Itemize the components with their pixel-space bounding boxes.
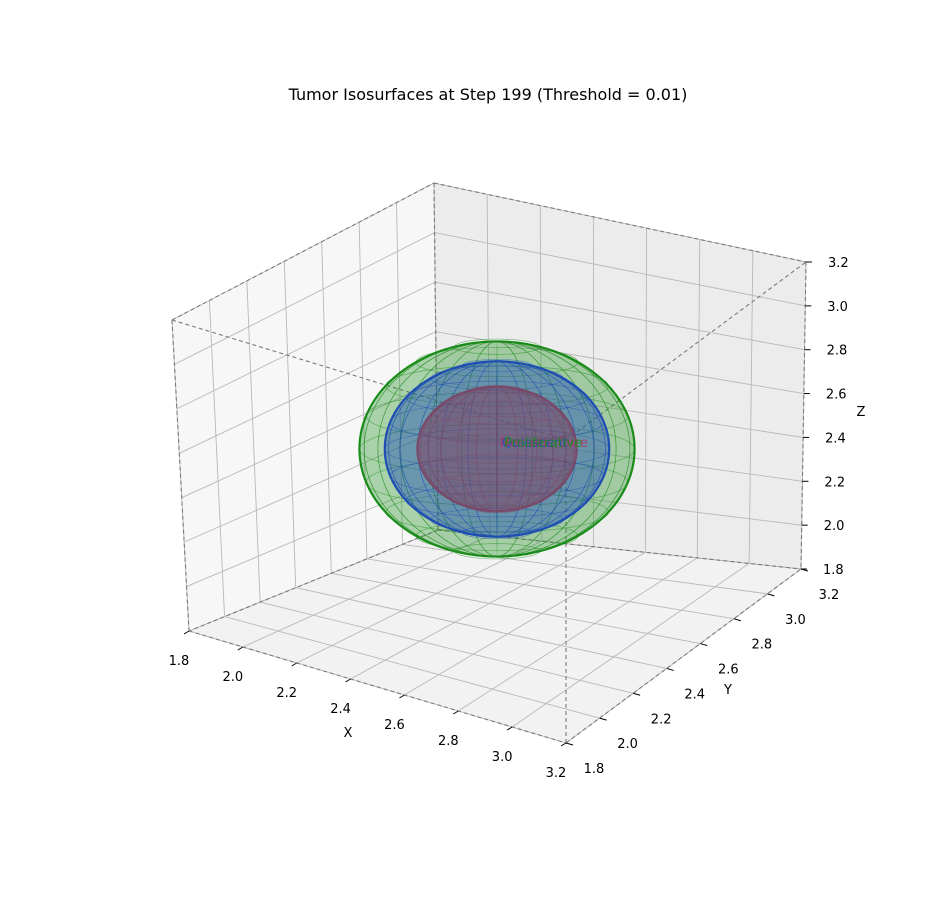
pane-edge bbox=[437, 529, 802, 570]
y-grid-line bbox=[295, 587, 667, 669]
y-tick-mark bbox=[767, 593, 775, 597]
y-grid-line-left bbox=[358, 222, 368, 559]
x-tick-label: 1.8 bbox=[169, 654, 190, 669]
x-tick-mark bbox=[399, 694, 405, 699]
y-tick-label: 3.0 bbox=[785, 613, 806, 628]
y-tick-label: 2.4 bbox=[684, 687, 705, 702]
y-grid-line-left bbox=[246, 280, 261, 603]
z-tick-label: 2.8 bbox=[827, 344, 848, 359]
z-tick-label: 2.2 bbox=[824, 475, 845, 490]
y-grid-line-left bbox=[208, 300, 226, 617]
x-grid-line-back bbox=[696, 239, 701, 558]
x-grid-line-back bbox=[644, 228, 648, 553]
x-grid-line bbox=[242, 535, 491, 648]
pane-edge bbox=[433, 182, 807, 263]
tick-labels: 1.8 2.0 2.2 2.4 2.6 2.8 3.0 3.2 1.8 2.0 2.2 2.4 2.6 2… bbox=[169, 256, 849, 781]
y-tick-label: 2.8 bbox=[752, 638, 773, 653]
x-grid-line bbox=[296, 540, 542, 664]
y-tick-mark bbox=[700, 643, 708, 647]
pane-edges bbox=[171, 182, 807, 744]
z-tick-label: 2.4 bbox=[825, 431, 846, 446]
z-tick-label: 2.6 bbox=[826, 388, 847, 403]
y-grid-line-left bbox=[321, 241, 332, 574]
x-tick-label: 2.0 bbox=[223, 670, 244, 685]
x-tick-mark bbox=[345, 678, 351, 683]
x-tick-label: 2.8 bbox=[438, 734, 459, 749]
annotation-label: Necrotic Core bbox=[500, 436, 588, 451]
pane-edge bbox=[188, 630, 567, 744]
x-tick-label: 3.0 bbox=[492, 750, 513, 765]
y-tick-mark bbox=[733, 618, 741, 622]
z-tick-label: 3.2 bbox=[828, 256, 849, 271]
chart-title: Tumor Isosurfaces at Step 199 (Threshold… bbox=[288, 85, 688, 104]
isosurface-group bbox=[358, 338, 636, 560]
pane-edge bbox=[171, 182, 435, 321]
x-tick-label: 2.4 bbox=[330, 702, 351, 717]
x-grid-line bbox=[511, 563, 750, 728]
z-tick-label: 1.8 bbox=[823, 563, 844, 578]
annotation-label: Quiescent bbox=[502, 436, 567, 451]
x-axis-label: X bbox=[344, 726, 353, 741]
pane-edge bbox=[800, 261, 807, 570]
y-tick-label: 1.8 bbox=[584, 762, 605, 777]
y-grid-line bbox=[224, 616, 600, 719]
y-grid-line bbox=[260, 601, 634, 694]
left-pane bbox=[172, 183, 438, 631]
y-tick-mark bbox=[565, 742, 574, 746]
y-tick-label: 2.0 bbox=[617, 737, 638, 752]
y-tick-mark bbox=[599, 717, 607, 721]
y-tick-label: 2.6 bbox=[718, 663, 739, 678]
y-grid-line bbox=[331, 572, 701, 645]
z-tick-label: 3.0 bbox=[827, 300, 848, 315]
x-grid-line-back bbox=[748, 250, 754, 564]
x-tick-mark bbox=[291, 662, 297, 667]
y-axis-label: Y bbox=[723, 683, 732, 698]
y-tick-mark bbox=[633, 692, 641, 696]
z-axis-label: Z bbox=[857, 405, 866, 420]
mesh-longitude bbox=[419, 386, 575, 512]
mesh-longitude bbox=[363, 341, 631, 557]
y-grid-line bbox=[366, 558, 734, 620]
x-tick-label: 2.6 bbox=[384, 718, 405, 733]
y-grid-line-left bbox=[283, 261, 297, 588]
x-grid-line bbox=[404, 551, 646, 696]
floor-pane bbox=[189, 530, 801, 743]
x-tick-mark bbox=[560, 742, 567, 747]
isosurface-3 bbox=[416, 385, 578, 513]
x-tick-mark bbox=[237, 646, 244, 651]
y-tick-label: 2.2 bbox=[651, 712, 672, 727]
pane-edge bbox=[565, 261, 807, 441]
x-tick-mark bbox=[453, 710, 459, 715]
y-tick-label: 3.2 bbox=[819, 588, 840, 603]
annotation-label: Proliferative bbox=[504, 436, 582, 451]
x-tick-mark bbox=[506, 726, 513, 731]
z-tick-label: 2.0 bbox=[824, 519, 845, 534]
y-tick-mark bbox=[666, 667, 674, 671]
x-grid-line bbox=[565, 568, 802, 744]
x-grid-line bbox=[350, 546, 594, 680]
pane-edge bbox=[188, 529, 439, 632]
x-tick-label: 2.2 bbox=[276, 686, 297, 701]
pane-edge bbox=[171, 319, 190, 632]
mesh-longitude bbox=[388, 360, 606, 538]
x-tick-mark bbox=[183, 630, 190, 635]
x-tick-label: 3.2 bbox=[546, 766, 567, 781]
x-grid-line bbox=[458, 557, 698, 712]
